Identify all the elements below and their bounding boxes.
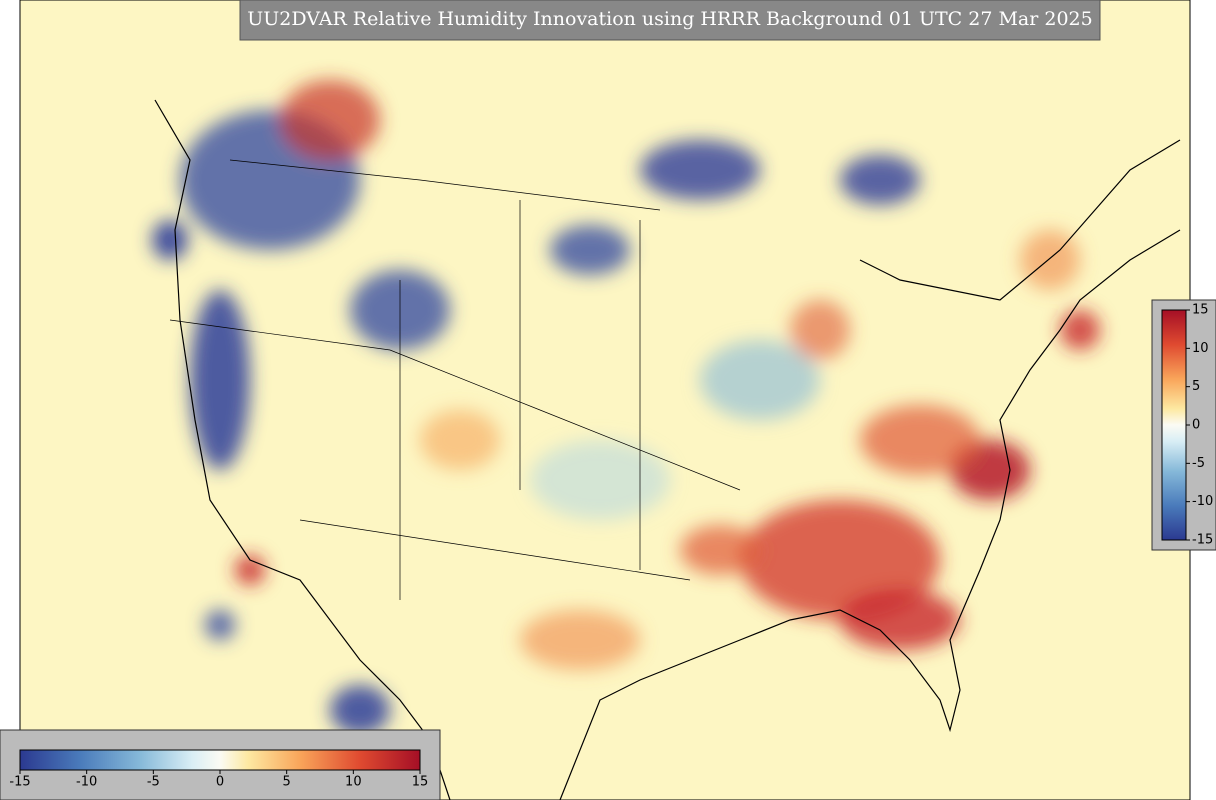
colorbar-tick-label: -5 xyxy=(147,775,160,790)
colorbar xyxy=(1161,309,1187,541)
colorbar-tick-label: -10 xyxy=(1192,494,1213,509)
colorbar xyxy=(19,749,421,771)
borders xyxy=(169,159,741,600)
title-box xyxy=(239,0,1101,41)
colorbar-tick-label: -10 xyxy=(76,775,97,790)
colorbar-tick-label: 10 xyxy=(1192,341,1209,356)
map-title: UU2DVAR Relative Humidity Innovation usi… xyxy=(247,8,1092,30)
colorbar-tick-label: 15 xyxy=(1192,303,1209,318)
innovation-field xyxy=(152,80,1100,735)
colorbar-tick-label: -15 xyxy=(9,775,30,790)
colorbar-tick-label: 0 xyxy=(216,775,224,790)
colorbar-tick-label: -5 xyxy=(1192,456,1205,471)
colorbar-tick-label: 10 xyxy=(345,775,362,790)
colorbar-tick-label: 15 xyxy=(412,775,429,790)
colorbar-tick-label: 5 xyxy=(1192,379,1200,394)
colorbar-tick-label: -15 xyxy=(1192,533,1213,548)
colorbar-tick-label: 5 xyxy=(283,775,291,790)
coastlines xyxy=(154,99,1181,800)
colorbar-tick-label: 0 xyxy=(1192,418,1200,433)
